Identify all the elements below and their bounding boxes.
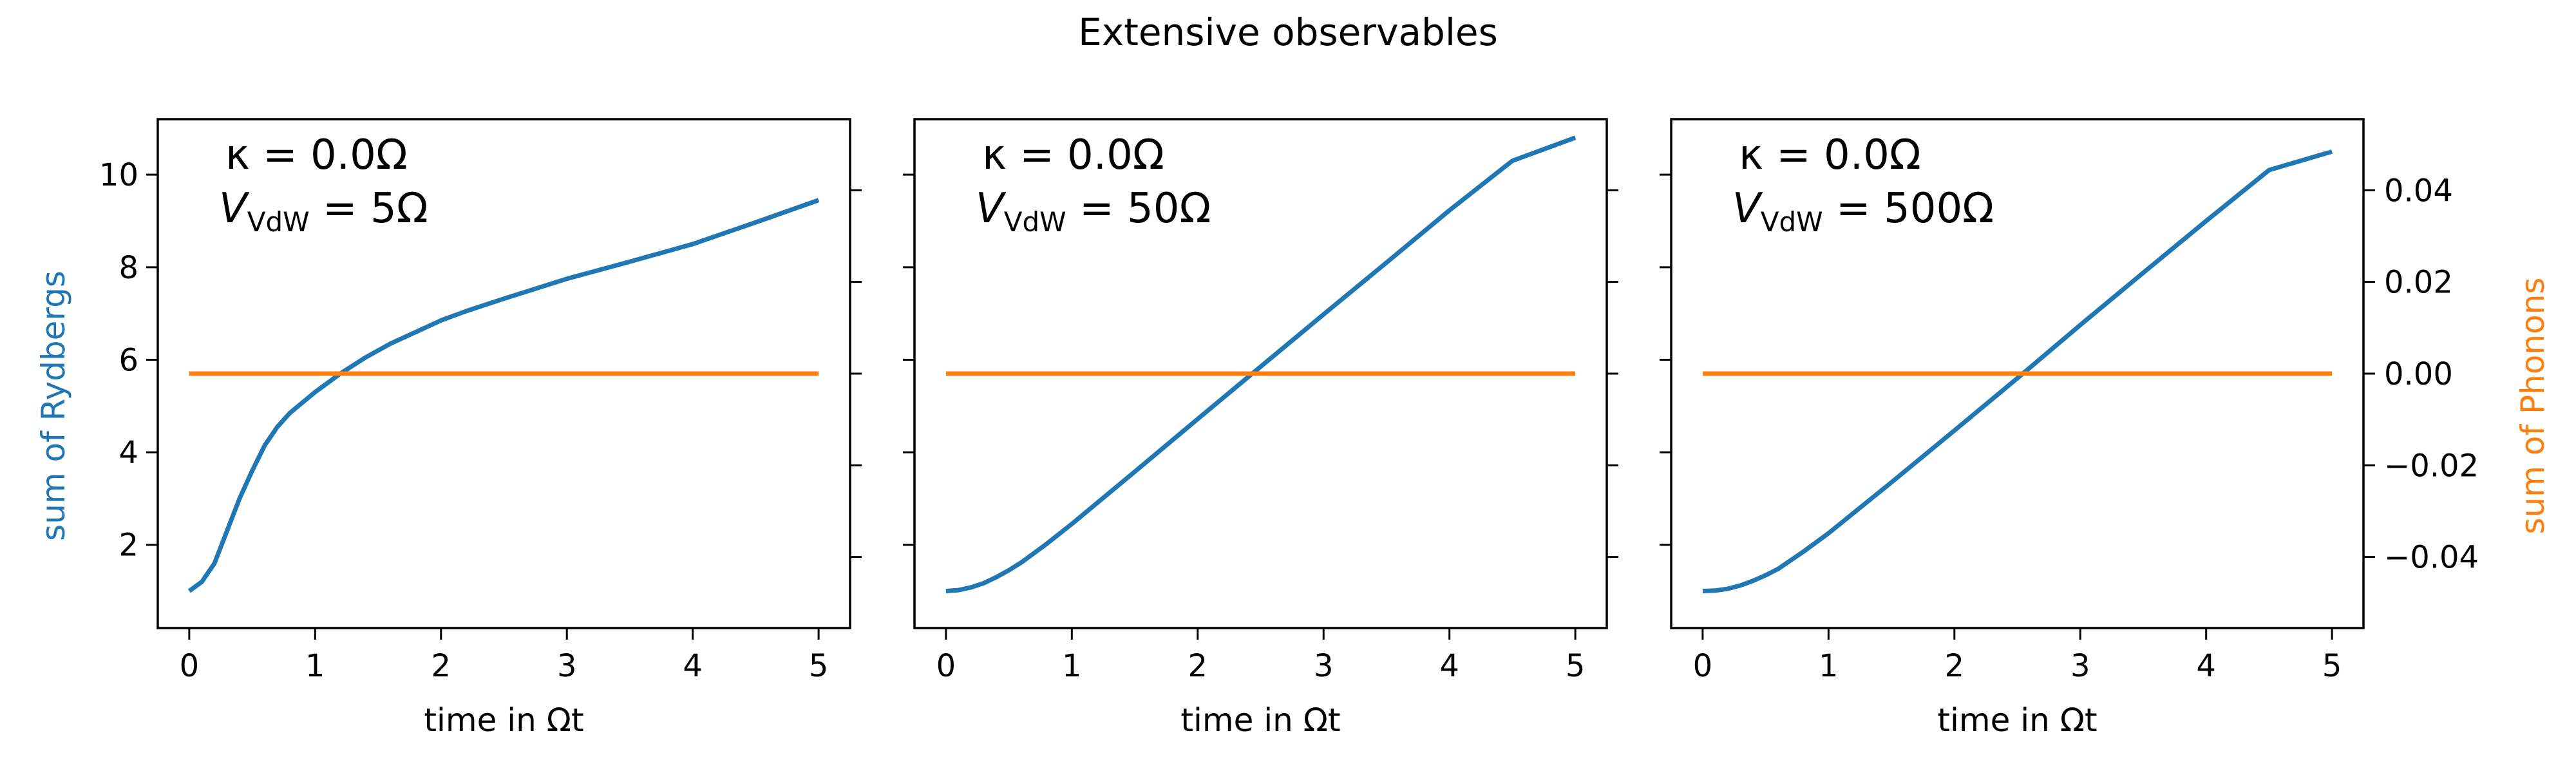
x-tick-label: 1 [1062,648,1082,684]
annotation-vdw-subscript: VdW [1761,206,1823,238]
panel-3: 0 1 2 3 4 5 −0.04 −0.02 0.00 0.02 0.04 time in Ωt κ … [1660,118,2479,739]
figure-title: Extensive observables [1078,10,1498,54]
x-tick-label: 5 [2322,648,2342,684]
annotation-vdw-value: = 500Ω [1823,185,1994,233]
annotation-vdw: VVdW = 500Ω [1732,185,1994,238]
x-tick-label: 0 [936,648,956,684]
series-line-rydbergs [187,198,820,593]
x-tick-label: 4 [683,648,703,684]
annotation-vdw: VVdW = 50Ω [976,185,1211,238]
y-tick-label: 6 [118,342,138,378]
y-tick-label: 4 [118,435,138,471]
annotation-vdw-symbol: V [1732,185,1763,233]
x-tick-label: 4 [2196,648,2216,684]
annotation-kappa: κ = 0.0Ω [225,131,408,179]
x-tick-label: 5 [1566,648,1586,684]
x-tick-label: 3 [1314,648,1334,684]
x-tick-label: 0 [1693,648,1713,684]
annotation-vdw-symbol: V [219,185,250,233]
annotation-kappa: κ = 0.0Ω [1739,131,1921,179]
y-tick-label: 2 [118,528,138,564]
y2-tick-label: 0.00 [2384,356,2453,392]
y2-tick-label: −0.02 [2384,448,2479,484]
left-y-axis-label: sum of Rydbergs [35,271,72,541]
x-tick-label: 5 [809,648,829,684]
x-tick-label: 1 [1819,648,1839,684]
x-axis-label: time in Ωt [424,701,583,739]
series-line-rydbergs [945,135,1577,593]
annotation-vdw-value: = 50Ω [1066,185,1211,233]
annotation-vdw-subscript: VdW [247,206,310,238]
x-tick-label: 0 [180,648,200,684]
y2-tick-label: 0.02 [2384,265,2453,301]
x-tick-label: 4 [1439,648,1459,684]
y-tick-label: 10 [99,157,138,193]
annotation-vdw: VVdW = 5Ω [219,185,428,238]
x-tick-label: 2 [431,648,451,684]
x-tick-label: 3 [557,648,577,684]
x-tick-label: 3 [2070,648,2090,684]
annotation-vdw-subscript: VdW [1004,206,1066,238]
series-line-rydbergs [1702,149,2333,593]
right-y-axis-label: sum of Phonons [2514,278,2552,535]
x-axis-label: time in Ωt [1180,701,1340,739]
annotation-kappa: κ = 0.0Ω [982,131,1164,179]
annotation-vdw-value: = 5Ω [310,185,428,233]
y2-tick-label: −0.04 [2384,540,2479,576]
annotation-vdw-symbol: V [976,185,1007,233]
panel-1: 0 1 2 3 4 5 2 4 6 8 10 time in Ωt κ = 0.0Ω VVdW = 5Ω [99,118,862,739]
x-tick-label: 2 [1944,648,1964,684]
x-tick-label: 1 [305,648,325,684]
y2-tick-label: 0.04 [2384,173,2453,209]
x-axis-label: time in Ωt [1937,701,2097,739]
x-tick-label: 2 [1188,648,1208,684]
y-tick-label: 8 [118,250,138,286]
panel-2: 0 1 2 3 4 5 time in Ωt κ = 0.0Ω VVdW = 50Ω [903,118,1618,739]
